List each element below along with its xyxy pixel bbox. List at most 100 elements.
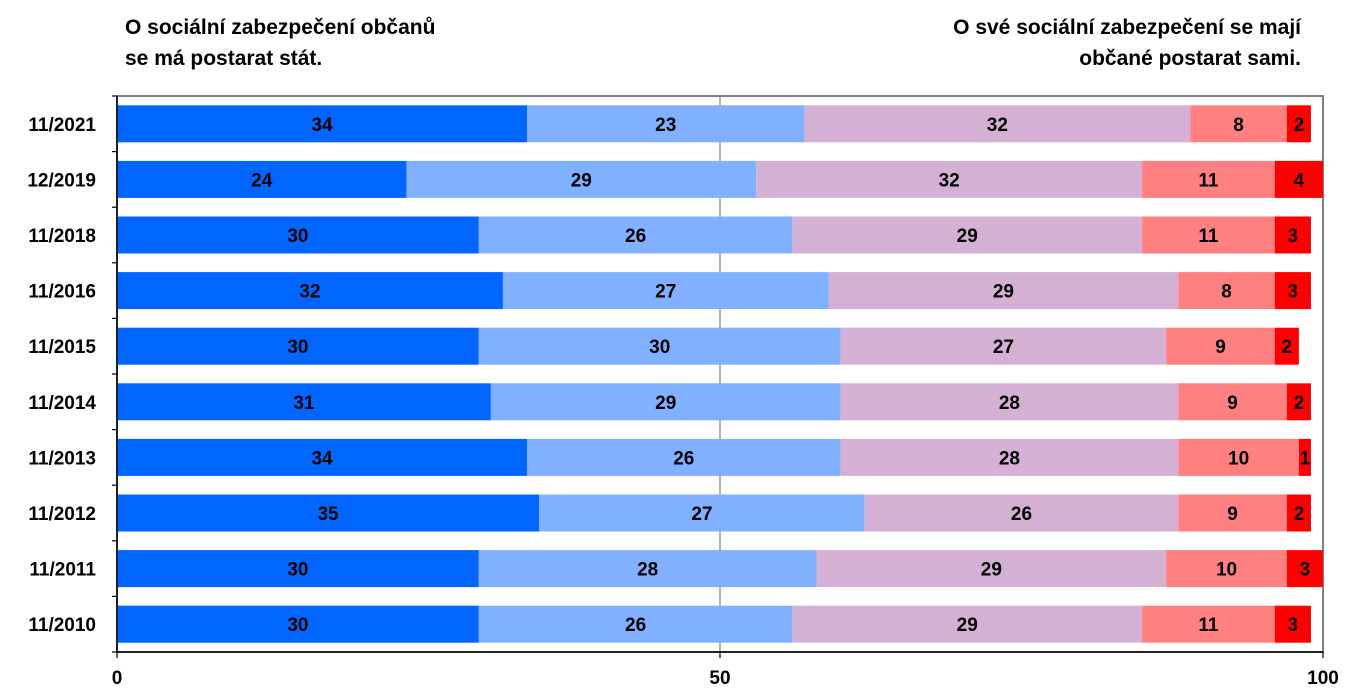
data-label: 31 — [293, 393, 315, 414]
bar-segment — [478, 327, 841, 365]
category-label: 11/2014 — [28, 393, 96, 414]
category-label: 11/2013 — [28, 448, 96, 469]
data-label: 28 — [999, 448, 1020, 469]
data-label: 11 — [1198, 170, 1219, 191]
bar-segment — [117, 383, 491, 421]
data-label: 11 — [1198, 615, 1219, 636]
bar-segment — [406, 160, 757, 198]
bar-segment — [1178, 272, 1275, 310]
data-label: 28 — [637, 560, 658, 581]
data-label: 29 — [981, 560, 1002, 581]
data-label: 27 — [993, 337, 1014, 358]
bar-segment — [1178, 494, 1287, 532]
right-header-line-1: O své sociální zabezpečení se mají — [953, 16, 1301, 39]
data-label: 27 — [691, 504, 712, 525]
data-label: 10 — [1228, 448, 1249, 469]
bar-segment — [527, 105, 805, 143]
bar-segment — [792, 605, 1143, 643]
x-tick-label: 100 — [1307, 668, 1339, 689]
bar-segment — [117, 160, 407, 198]
bar-segment — [792, 216, 1143, 254]
left-header-line-1: O sociální zabezpečení občanů — [125, 16, 436, 39]
bar-segment — [1142, 160, 1275, 198]
bar-segment — [527, 438, 841, 476]
data-label: 29 — [993, 282, 1014, 303]
bar-segment — [1274, 272, 1311, 310]
right-header-line-2: občané postarat sami. — [1079, 47, 1301, 70]
bar-segment — [502, 272, 829, 310]
data-label: 35 — [317, 504, 339, 525]
category-label: 11/2010 — [28, 615, 96, 636]
bar-segment — [1178, 438, 1299, 476]
bar-segment — [117, 438, 528, 476]
bar-segment — [1166, 550, 1287, 588]
bar-segment — [478, 550, 817, 588]
data-label: 32 — [299, 282, 320, 303]
bar-segment — [1286, 105, 1311, 143]
bar-segment — [117, 105, 528, 143]
bar-segment — [840, 383, 1179, 421]
category-label: 11/2011 — [29, 560, 96, 581]
data-label: 30 — [649, 337, 670, 358]
category-label: 11/2012 — [28, 504, 96, 525]
bar-segment — [117, 327, 479, 365]
data-label: 10 — [1216, 560, 1237, 581]
bar-segment — [816, 550, 1167, 588]
bar-segment — [1286, 383, 1311, 421]
data-label: 34 — [311, 115, 333, 136]
data-label: 9 — [1215, 337, 1226, 358]
bar-segment — [1142, 216, 1275, 254]
bar-segment — [1274, 216, 1311, 254]
data-label: 2 — [1294, 504, 1305, 525]
bar-segment — [117, 550, 479, 588]
category-label: 11/2016 — [28, 282, 96, 303]
bar-segment — [117, 494, 540, 532]
data-label: 30 — [287, 337, 308, 358]
data-label: 8 — [1221, 282, 1232, 303]
category-label: 11/2018 — [28, 226, 96, 247]
data-label: 3 — [1288, 282, 1299, 303]
bar-segment — [478, 605, 793, 643]
bar-segment — [1286, 550, 1323, 588]
bar-segment — [539, 494, 865, 532]
data-label: 29 — [957, 615, 978, 636]
data-label: 4 — [1294, 170, 1305, 191]
data-label: 23 — [655, 115, 676, 136]
data-label: 34 — [311, 448, 333, 469]
left-header-line-2: se má postarat stát. — [125, 47, 323, 70]
bar-segment — [1166, 327, 1275, 365]
category-label: 11/2021 — [28, 115, 96, 136]
bar-segment — [478, 216, 793, 254]
bar-segment — [490, 383, 841, 421]
data-label: 8 — [1233, 115, 1244, 136]
data-label: 28 — [999, 393, 1020, 414]
data-label: 1 — [1300, 448, 1311, 469]
category-label: 12/2019 — [27, 170, 96, 191]
bar-segment — [864, 494, 1179, 532]
x-tick-label: 0 — [112, 668, 123, 689]
bar-segment — [1286, 494, 1311, 532]
data-label: 27 — [655, 282, 676, 303]
category-label: 11/2015 — [28, 337, 96, 358]
data-label: 29 — [571, 170, 592, 191]
x-tick-label: 50 — [709, 668, 730, 689]
bar-segment — [1274, 605, 1311, 643]
data-label: 32 — [987, 115, 1008, 136]
data-label: 32 — [939, 170, 960, 191]
data-label: 30 — [287, 560, 308, 581]
bar-segment — [1274, 327, 1299, 365]
data-label: 29 — [655, 393, 676, 414]
data-label: 2 — [1282, 337, 1293, 358]
data-label: 3 — [1288, 615, 1299, 636]
bar-segment — [1190, 105, 1287, 143]
left-header: O sociální zabezpečení občanů se má post… — [125, 12, 625, 74]
bar-segment — [1142, 605, 1275, 643]
data-label: 3 — [1300, 560, 1311, 581]
data-label: 2 — [1294, 393, 1305, 414]
data-label: 30 — [287, 226, 308, 247]
data-label: 26 — [673, 448, 694, 469]
data-label: 2 — [1294, 115, 1305, 136]
bar-segment — [117, 605, 479, 643]
bar-segment — [1178, 383, 1287, 421]
